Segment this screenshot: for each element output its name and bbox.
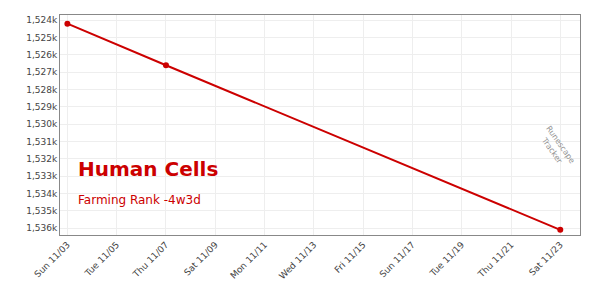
svg-text:1,532k: 1,532k <box>26 154 58 164</box>
svg-text:Farming Rank -4w3d: Farming Rank -4w3d <box>78 193 201 207</box>
svg-text:Wed 11/13: Wed 11/13 <box>277 240 318 281</box>
svg-text:Sat 11/09: Sat 11/09 <box>182 240 220 278</box>
svg-text:Sun 11/17: Sun 11/17 <box>377 240 417 280</box>
svg-text:1,534k: 1,534k <box>26 189 58 199</box>
svg-text:Tue 11/19: Tue 11/19 <box>427 240 466 279</box>
svg-text:Thu 11/07: Thu 11/07 <box>130 240 170 280</box>
svg-text:Thu 11/21: Thu 11/21 <box>476 240 516 280</box>
svg-text:1,528k: 1,528k <box>26 85 58 95</box>
svg-text:1,526k: 1,526k <box>26 50 58 60</box>
svg-text:1,533k: 1,533k <box>26 171 58 181</box>
svg-text:Sun 11/03: Sun 11/03 <box>32 240 72 280</box>
svg-text:Fri 11/15: Fri 11/15 <box>333 240 368 275</box>
svg-text:1,527k: 1,527k <box>26 67 58 77</box>
svg-text:1,525k: 1,525k <box>26 33 58 43</box>
svg-text:1,531k: 1,531k <box>26 137 58 147</box>
svg-text:1,529k: 1,529k <box>26 102 58 112</box>
svg-text:1,530k: 1,530k <box>26 119 58 129</box>
svg-text:1,535k: 1,535k <box>26 206 58 216</box>
svg-text:Sat 11/23: Sat 11/23 <box>527 240 565 278</box>
svg-text:1,524k: 1,524k <box>26 15 58 25</box>
svg-text:Mon 11/11: Mon 11/11 <box>228 240 269 281</box>
svg-text:Human Cells: Human Cells <box>78 157 218 181</box>
svg-text:Tue 11/05: Tue 11/05 <box>82 240 121 279</box>
svg-text:1,536k: 1,536k <box>26 223 58 233</box>
svg-text:RunescapeTracker: RunescapeTracker <box>536 124 577 171</box>
